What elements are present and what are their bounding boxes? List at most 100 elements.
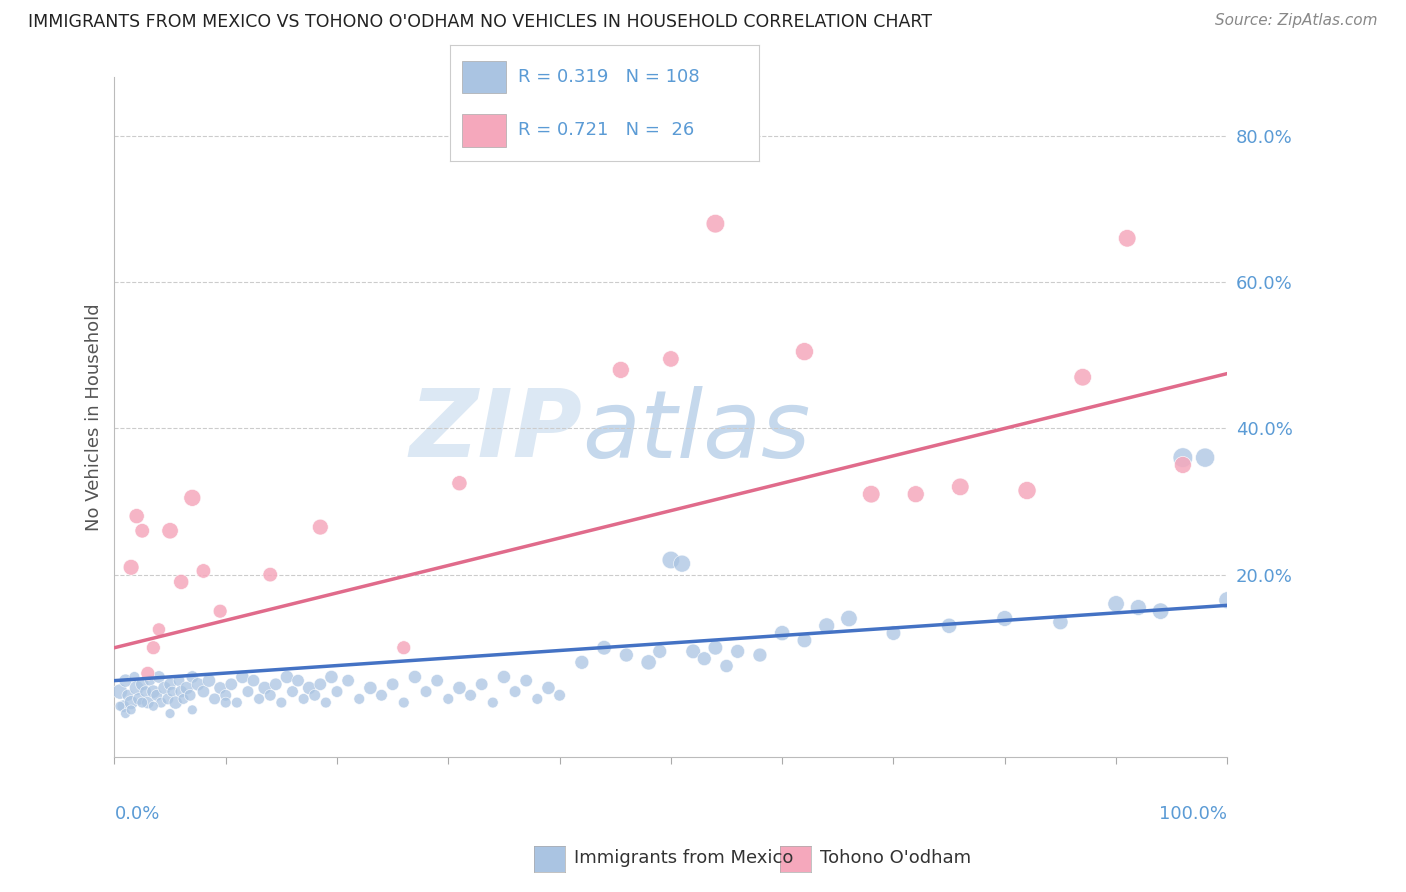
Point [449,681,471,695]
Point [148,623,170,637]
Point [671,557,693,571]
Bar [463,114,506,146]
Point [482,696,505,710]
Point [114,706,136,721]
Point [219,677,242,691]
Point [1194,450,1216,465]
Point [304,688,326,702]
Point [648,644,671,658]
Point [882,626,904,640]
Point [135,684,157,698]
Point [281,684,304,698]
Point [181,670,204,684]
Point [460,688,482,702]
Point [326,684,349,698]
Point [298,681,321,695]
Point [159,524,181,538]
Point [292,692,315,706]
Text: 0.0%: 0.0% [114,805,160,823]
Point [815,619,838,633]
Point [359,681,381,695]
Point [148,670,170,684]
Point [159,706,181,721]
Point [259,567,281,582]
Point [610,363,633,377]
Point [120,560,142,574]
Point [114,673,136,688]
Y-axis label: No Vehicles in Household: No Vehicles in Household [86,303,103,532]
Point [309,677,332,691]
Point [131,696,153,710]
Point [247,692,270,706]
Point [904,487,927,501]
Bar [463,61,506,94]
Point [1049,615,1071,629]
Point [136,696,159,710]
Point [838,611,860,625]
Text: Source: ZipAtlas.com: Source: ZipAtlas.com [1215,13,1378,29]
Point [748,648,770,662]
Point [426,673,449,688]
Point [1216,593,1239,607]
Point [253,681,276,695]
Point [727,644,749,658]
Point [770,626,793,640]
Point [526,692,548,706]
Point [150,696,173,710]
Point [181,703,204,717]
Point [1105,597,1128,611]
Point [236,684,259,698]
Point [1149,604,1171,618]
Point [682,644,704,658]
Point [204,692,226,706]
Point [693,651,716,665]
Point [716,659,738,673]
Point [1116,231,1139,245]
Point [209,681,232,695]
Point [131,677,153,691]
Point [187,677,209,691]
Point [112,699,135,714]
Point [415,684,437,698]
Point [315,696,337,710]
Text: IMMIGRANTS FROM MEXICO VS TOHONO O'ODHAM NO VEHICLES IN HOUSEHOLD CORRELATION CH: IMMIGRANTS FROM MEXICO VS TOHONO O'ODHAM… [28,13,932,31]
Point [503,684,526,698]
Point [287,673,309,688]
Point [793,633,815,648]
Point [449,476,471,491]
Point [231,670,253,684]
Text: atlas: atlas [582,385,810,476]
Point [120,703,142,717]
Point [117,688,139,702]
Point [860,487,883,501]
Point [125,509,148,524]
Point [108,699,131,714]
Point [437,692,460,706]
Point [170,574,193,589]
Point [1171,450,1194,465]
Point [793,344,815,359]
Point [170,684,193,698]
Point [571,656,593,670]
Point [193,684,215,698]
Point [172,692,194,706]
Point [949,480,972,494]
Point [548,688,571,702]
Point [938,619,960,633]
Point [142,699,165,714]
Point [162,684,184,698]
Point [176,681,198,695]
Text: 100.0%: 100.0% [1160,805,1227,823]
Point [159,677,181,691]
Point [337,673,360,688]
Point [614,648,637,662]
Point [165,696,187,710]
Point [349,692,371,706]
Point [492,670,515,684]
Point [471,677,494,691]
Point [321,670,343,684]
Point [270,696,292,710]
Point [156,692,179,706]
Point [1128,600,1150,615]
Text: R = 0.319   N = 108: R = 0.319 N = 108 [517,68,700,86]
